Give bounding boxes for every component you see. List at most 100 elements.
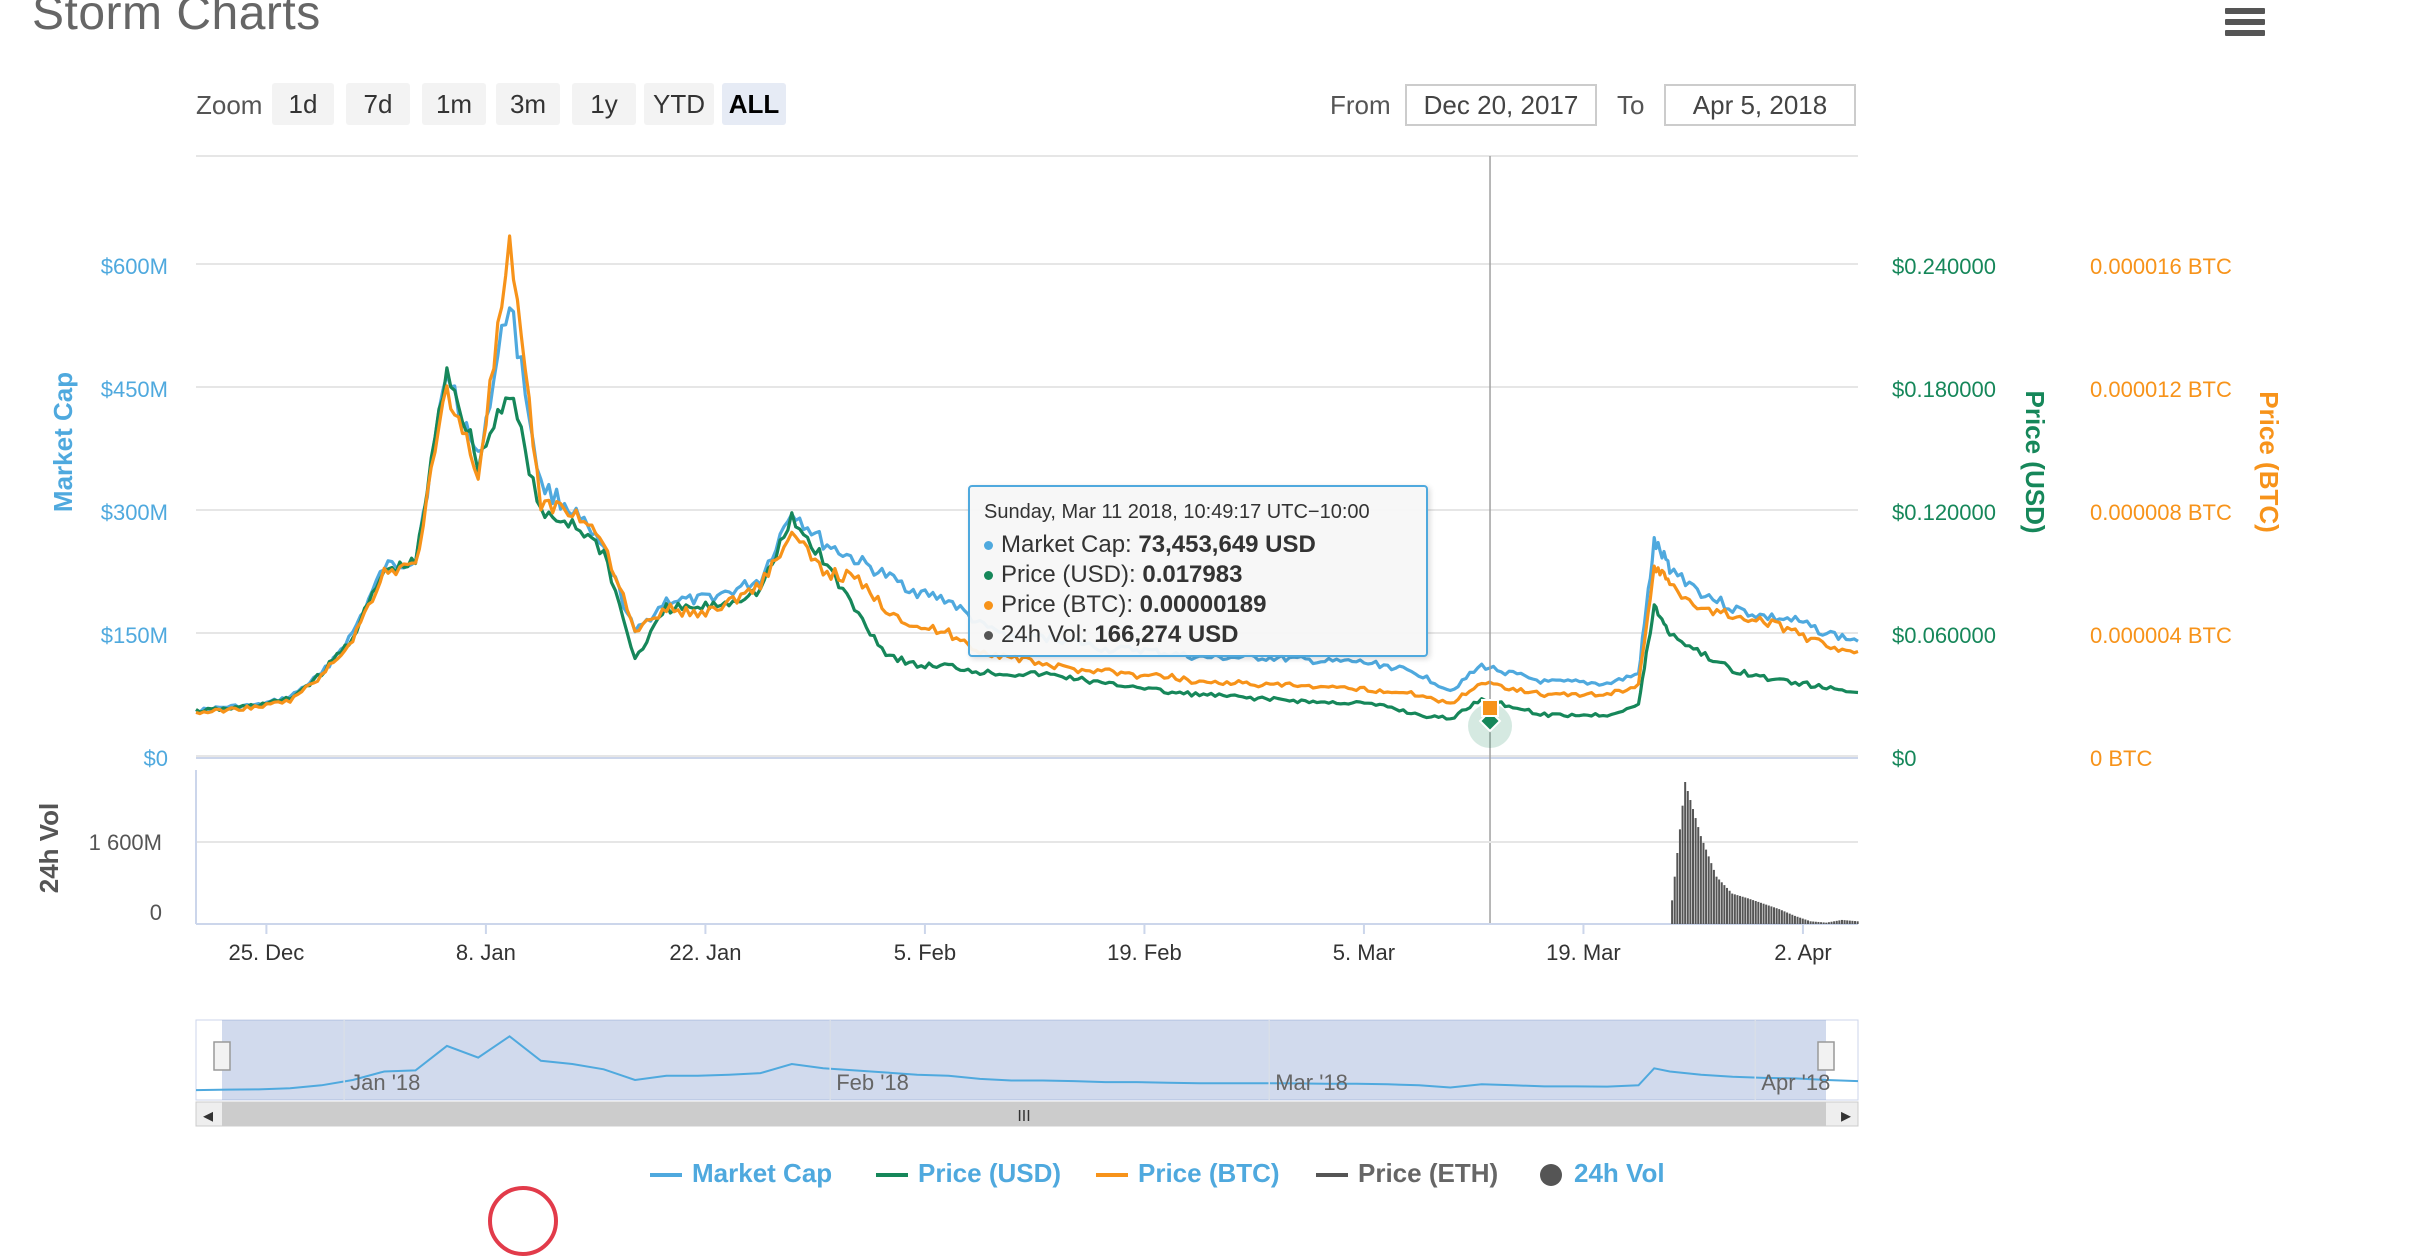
price-usd-dot-icon (984, 571, 993, 581)
zoom-7d-button[interactable]: 7d (346, 83, 410, 125)
volume-bar (1684, 782, 1687, 924)
legend-label: Price (BTC) (1138, 1158, 1280, 1188)
volume-bar (1848, 920, 1851, 924)
price-usd-axis-title: Price (USD) (2020, 390, 2050, 533)
volume-bar (1767, 905, 1770, 924)
price-btc-hover-marker (1481, 699, 1500, 717)
volume-bar (1725, 887, 1728, 924)
volume-bar (1830, 921, 1833, 924)
volume-bar (1736, 895, 1739, 924)
line-swatch-icon (876, 1173, 908, 1178)
market-cap-tick-label: $600M (101, 254, 168, 279)
price-usd-tick-label: $0 (1892, 746, 1916, 771)
price-btc-tick-label: 0 BTC (2090, 746, 2152, 771)
to-date-input[interactable]: Apr 5, 2018 (1664, 84, 1856, 126)
volume-bar (1780, 910, 1783, 924)
volume-bar (1856, 921, 1859, 924)
navigator-label: Mar '18 (1275, 1070, 1348, 1095)
volume-bar (1786, 912, 1789, 924)
zoom-3m-button[interactable]: 3m (496, 83, 560, 125)
line-swatch-icon (1316, 1173, 1348, 1178)
volume-bar (1770, 906, 1773, 924)
navigator-selection (222, 1020, 1826, 1100)
market-cap-dot-icon (984, 541, 993, 551)
volume-bar (1827, 922, 1830, 924)
volume-bar (1686, 791, 1689, 924)
x-tick-label: 19. Mar (1546, 940, 1621, 965)
volume-bar (1749, 899, 1752, 924)
volume-bar (1694, 818, 1697, 924)
x-tick-label: 2. Apr (1774, 940, 1831, 965)
page-title: Storm Charts (32, 0, 321, 40)
volume-bar (1697, 827, 1700, 924)
volume-bar (1692, 809, 1695, 924)
volume-bar (1762, 903, 1765, 924)
legend-item-price-eth[interactable]: Price (ETH) (1316, 1158, 1498, 1189)
tooltip-row-volume: 24h Vol: 166,274 USD (984, 620, 1412, 650)
legend-item-price-usd[interactable]: Price (USD) (876, 1158, 1061, 1189)
price-btc-tick-label: 0.000008 BTC (2090, 500, 2232, 525)
tooltip-value: 0.00000189 (1139, 591, 1267, 618)
volume-bar (1673, 876, 1676, 924)
volume-bar (1833, 921, 1836, 924)
volume-bar (1678, 829, 1681, 924)
volume-bar (1799, 917, 1802, 924)
menu-icon[interactable] (2225, 8, 2265, 40)
volume-bar (1783, 911, 1786, 924)
to-label: To (1617, 90, 1645, 120)
volume-bar (1838, 920, 1841, 924)
volume-tick-label: 1 600M (89, 830, 162, 855)
legend-label: Market Cap (692, 1158, 833, 1188)
navigator-handle (1817, 1041, 1835, 1071)
zoom-1d-button[interactable]: 1d (272, 83, 334, 125)
tooltip-label: Price (USD): (1001, 561, 1143, 588)
tooltip-value: 73,453,649 USD (1138, 531, 1316, 558)
volume-bar (1671, 900, 1674, 924)
legend-item-volume[interactable]: 24h Vol (1540, 1158, 1665, 1189)
market-cap-tick-label: $150M (101, 623, 168, 648)
zoom-1m-button[interactable]: 1m (422, 83, 486, 125)
price-chart[interactable]: $0 $150M $300M $450M $600M $0 $0.060000 $0.1200… (0, 0, 2428, 1150)
navigator-label: Feb '18 (836, 1070, 909, 1095)
price-usd-tick-label: $0.060000 (1892, 623, 1996, 648)
volume-dot-icon (984, 631, 993, 641)
zoom-1y-button[interactable]: 1y (572, 83, 636, 125)
volume-bar (1757, 901, 1760, 924)
market-cap-tick-label: $450M (101, 377, 168, 402)
volume-bar (1854, 921, 1857, 924)
tooltip-label: Market Cap: (1001, 531, 1139, 558)
logo-icon (488, 1186, 558, 1256)
legend-item-market-cap[interactable]: Market Cap (650, 1158, 832, 1189)
price-btc-tick-label: 0.000004 BTC (2090, 623, 2232, 648)
circle-swatch-icon (1540, 1164, 1562, 1187)
zoom-label: Zoom (196, 90, 263, 120)
series-line-price-btc (195, 234, 1859, 716)
volume-bar (1741, 896, 1744, 924)
volume-bar (1739, 895, 1742, 924)
volume-bar (1712, 869, 1715, 924)
chart-tooltip: Sunday, Mar 11 2018, 10:49:17 UTC−10:00 … (968, 485, 1428, 657)
zoom-ytd-button[interactable]: YTD (644, 83, 714, 125)
navigator-label: Apr '18 (1761, 1070, 1830, 1095)
market-cap-tick-label: $300M (101, 500, 168, 525)
x-tick-label: 5. Feb (894, 940, 956, 965)
x-tick-label: 25. Dec (228, 940, 304, 965)
tooltip-label: 24h Vol: (1001, 621, 1095, 648)
from-date-input[interactable]: Dec 20, 2017 (1405, 84, 1597, 126)
volume-bar (1809, 921, 1812, 924)
volume-bar (1733, 894, 1736, 924)
legend-item-price-btc[interactable]: Price (BTC) (1096, 1158, 1280, 1189)
navigator-panel (195, 1019, 1859, 1101)
navigator-handle (213, 1041, 231, 1071)
volume-bar (1746, 898, 1749, 924)
volume-bar (1775, 908, 1778, 924)
price-usd-tick-label: $0.120000 (1892, 500, 1996, 525)
legend-label: Price (ETH) (1358, 1158, 1499, 1188)
volume-bar (1843, 920, 1846, 924)
volume-bar (1731, 893, 1734, 924)
zoom-all-button[interactable]: ALL (722, 83, 786, 125)
scrollbar-right-arrow-icon: ▸ (1841, 1105, 1851, 1127)
scrollbar-grip-icon: III (1017, 1108, 1030, 1125)
volume-bar (1812, 921, 1815, 924)
volume-bar (1806, 920, 1809, 924)
